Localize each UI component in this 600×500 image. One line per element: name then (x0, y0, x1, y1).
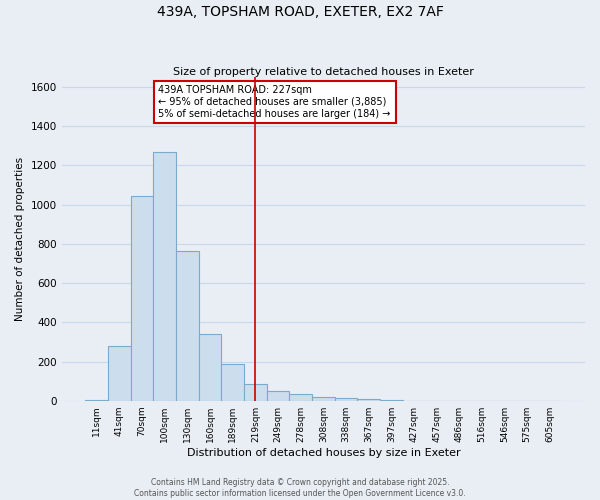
Bar (244, 384, 266, 400)
Bar (358, 399, 380, 400)
Text: 439A, TOPSHAM ROAD, EXETER, EX2 7AF: 439A, TOPSHAM ROAD, EXETER, EX2 7AF (157, 5, 443, 19)
Bar (131, 196, 154, 400)
Bar (266, 391, 289, 400)
Bar (289, 394, 312, 400)
Title: Size of property relative to detached houses in Exeter: Size of property relative to detached ho… (173, 66, 474, 76)
Bar (199, 334, 221, 400)
Text: Contains HM Land Registry data © Crown copyright and database right 2025.
Contai: Contains HM Land Registry data © Crown c… (134, 478, 466, 498)
Bar (154, 152, 176, 400)
Bar (176, 251, 199, 400)
Bar (312, 397, 335, 400)
Bar (335, 398, 358, 400)
Bar (221, 364, 244, 400)
Text: 439A TOPSHAM ROAD: 227sqm
← 95% of detached houses are smaller (3,885)
5% of sem: 439A TOPSHAM ROAD: 227sqm ← 95% of detac… (158, 86, 391, 118)
X-axis label: Distribution of detached houses by size in Exeter: Distribution of detached houses by size … (187, 448, 460, 458)
Bar (108, 346, 131, 401)
Y-axis label: Number of detached properties: Number of detached properties (15, 157, 25, 321)
